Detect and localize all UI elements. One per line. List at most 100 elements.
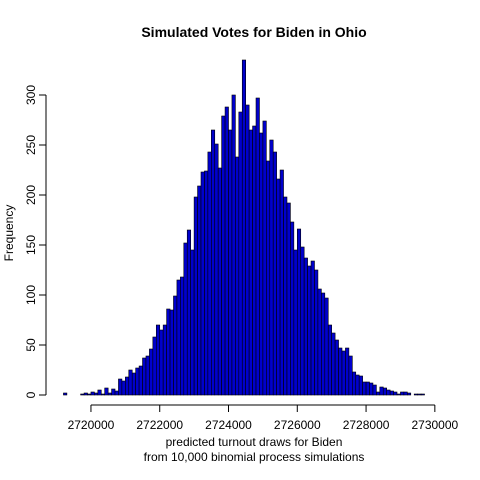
x-tick-label: 2724000: [205, 418, 252, 432]
histogram-bar: [310, 260, 315, 396]
histogram-bar: [94, 392, 99, 396]
x-tick-label: 2720000: [68, 418, 115, 432]
histogram-bar: [341, 350, 346, 396]
histogram-bar: [348, 355, 353, 396]
histogram-bar: [296, 228, 302, 396]
histogram-bar: [327, 324, 332, 396]
histogram-bar: [413, 393, 418, 396]
histogram-bar: [100, 393, 106, 396]
histogram-bar: [186, 229, 191, 396]
histogram-bar: [293, 249, 298, 396]
y-tick-label: 50: [24, 338, 38, 352]
histogram-bar: [111, 388, 116, 396]
x-tick-label: 2728000: [343, 418, 390, 432]
histogram-bar: [169, 309, 174, 396]
y-axis-label: Frequency: [2, 205, 16, 262]
histogram-bar: [104, 387, 109, 396]
histogram-bar: [290, 221, 295, 396]
histogram-bar: [248, 129, 253, 396]
y-ticks: 0 50 100 150 200 250 300: [24, 85, 46, 398]
histogram-bar: [214, 143, 219, 396]
histogram-bar: [107, 392, 112, 396]
histogram-bar: [255, 97, 260, 396]
histogram-bar: [334, 339, 339, 396]
histogram-bar: [183, 242, 188, 396]
histogram-bar: [382, 387, 388, 396]
histogram-bar: [379, 386, 384, 396]
histogram-bar: [221, 115, 226, 396]
histogram-bar: [114, 390, 119, 396]
histogram-bar: [252, 125, 257, 396]
histogram-bar: [365, 381, 370, 396]
histogram-bar: [307, 265, 312, 396]
histogram-bar: [393, 391, 398, 396]
y-tick-label: 150: [24, 235, 38, 255]
y-tick-label: 300: [24, 85, 38, 105]
y-tick-label: 200: [24, 185, 38, 205]
histogram-bar: [193, 196, 198, 396]
histogram-bar: [173, 295, 178, 396]
histogram-bar: [80, 393, 85, 396]
histogram-bar: [266, 160, 271, 396]
histogram-bar: [355, 374, 360, 396]
histogram-bar: [417, 393, 422, 396]
x-tick-label: 2722000: [136, 418, 183, 432]
y-tick-label: 0: [24, 391, 38, 398]
histogram-bar: [369, 382, 374, 396]
histogram-bar: [155, 324, 161, 396]
histogram-bar: [283, 196, 288, 396]
histogram-bar: [149, 348, 154, 396]
histogram-bar: [90, 391, 95, 396]
histogram-bar: [135, 367, 140, 396]
histogram-bar: [279, 169, 284, 396]
histogram-bar: [204, 170, 209, 396]
histogram-bar: [228, 129, 233, 396]
histogram-bar: [211, 129, 216, 396]
histogram-bar: [238, 111, 243, 396]
histogram-bar: [303, 257, 308, 396]
histogram-bar: [358, 375, 363, 396]
histogram-bar: [331, 332, 336, 396]
histogram-bar: [63, 392, 68, 396]
x-tick-label: 2726000: [274, 418, 321, 432]
histogram-bar: [317, 288, 322, 396]
histogram-bar: [217, 167, 222, 396]
histogram-bar: [128, 369, 133, 396]
histogram-bar: [235, 156, 240, 396]
histogram-bar: [324, 297, 329, 396]
histogram-bar: [180, 276, 185, 396]
histogram-bar: [262, 120, 267, 396]
chart-title: Simulated Votes for Biden in Ohio: [141, 24, 366, 40]
histogram-bar: [269, 139, 274, 396]
histogram-bar: [286, 202, 291, 396]
histogram-bar: [376, 391, 381, 396]
histogram-bar: [300, 246, 305, 396]
histogram-bar: [403, 391, 408, 396]
histogram-bar: [276, 178, 281, 396]
y-tick-label: 100: [24, 285, 38, 305]
histogram-bar: [176, 279, 181, 396]
histogram-bar: [162, 324, 167, 396]
histogram-bar: [338, 347, 343, 396]
histogram-bar: [352, 371, 357, 396]
histogram-bar: [125, 376, 130, 396]
histogram-bar: [386, 389, 391, 396]
histogram-bar: [83, 392, 88, 396]
histogram-bar: [345, 347, 350, 396]
histogram-bar: [407, 392, 412, 396]
histogram-bar: [97, 389, 102, 396]
histogram-bar: [389, 390, 394, 396]
histogram-bar: [224, 106, 229, 396]
histogram-bar: [145, 355, 150, 396]
histogram-bar: [245, 104, 250, 396]
bars-group: [63, 59, 425, 396]
histogram-bar: [121, 380, 126, 396]
histogram-bar: [200, 171, 205, 396]
histogram-bar: [197, 185, 202, 396]
histogram-bar: [314, 269, 319, 396]
x-axis-label-line2: from 10,000 binomial process simulations: [144, 450, 365, 464]
histogram-bar: [131, 372, 136, 396]
histogram-bar: [231, 94, 236, 396]
histogram-bar: [190, 249, 195, 396]
